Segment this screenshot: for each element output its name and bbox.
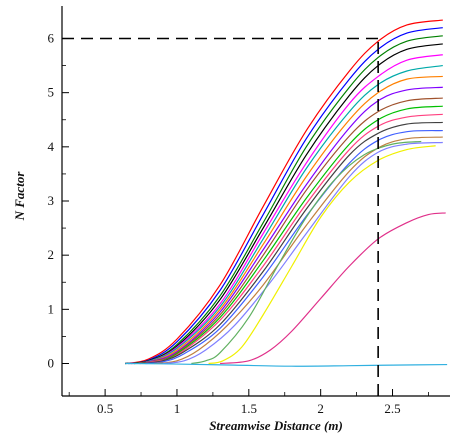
series-line-7 bbox=[130, 75, 443, 365]
y-tick-label-4: 4 bbox=[48, 139, 55, 154]
x-tick-label-2.5: 2.5 bbox=[384, 401, 400, 416]
series-line-2 bbox=[125, 27, 443, 365]
y-tick-label-6: 6 bbox=[48, 31, 55, 46]
x-tick-label-0.5: 0.5 bbox=[97, 401, 113, 416]
x-axis-title: Streamwise Distance (m) bbox=[209, 418, 343, 433]
x-tick-label-1.5: 1.5 bbox=[241, 401, 257, 416]
axes-layer: 0 1 2 3 4 5 6 0.5 1 1.5 2 2.5 bbox=[48, 6, 450, 416]
series-line-15 bbox=[162, 141, 443, 365]
y-tick-label-3: 3 bbox=[48, 193, 55, 208]
series-line-14 bbox=[153, 136, 443, 365]
series-line-12 bbox=[139, 121, 443, 365]
series-line-19 bbox=[125, 362, 448, 367]
series-line-18 bbox=[220, 212, 446, 365]
y-tick-label-1: 1 bbox=[48, 301, 55, 316]
y-tick-label-2: 2 bbox=[48, 247, 55, 262]
series-line-3 bbox=[125, 35, 443, 365]
series-line-13 bbox=[145, 129, 443, 365]
x-tick-label-1: 1 bbox=[174, 401, 181, 416]
y-tick-label-5: 5 bbox=[48, 85, 55, 100]
reference-layer bbox=[62, 37, 379, 396]
series-layer bbox=[125, 19, 448, 367]
series-line-1 bbox=[125, 19, 443, 365]
series-line-17 bbox=[208, 145, 436, 365]
x-tick-label-2: 2 bbox=[317, 401, 324, 416]
series-line-8 bbox=[130, 86, 443, 365]
series-line-6 bbox=[128, 64, 443, 365]
y-axis-title: N Factor bbox=[12, 171, 27, 222]
y-tick-label-0: 0 bbox=[48, 356, 55, 371]
